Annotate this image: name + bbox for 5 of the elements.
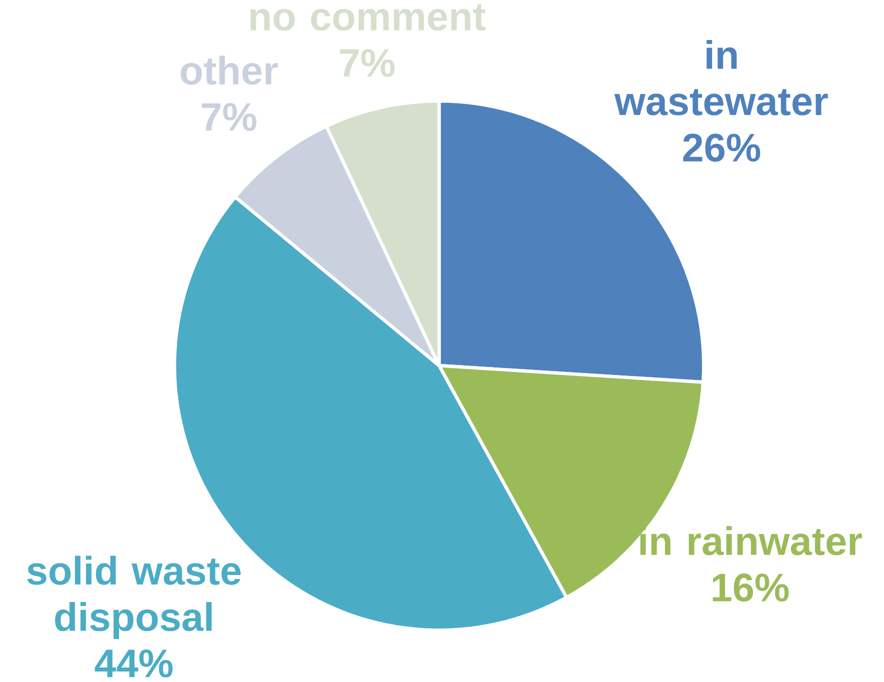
- data-label: 44%: [94, 650, 173, 678]
- slice-label: solid waste disposal: [27, 556, 241, 640]
- data-label: 16%: [712, 574, 789, 602]
- slice-label: in wastewater: [614, 40, 828, 116]
- data-label: 26%: [683, 134, 760, 162]
